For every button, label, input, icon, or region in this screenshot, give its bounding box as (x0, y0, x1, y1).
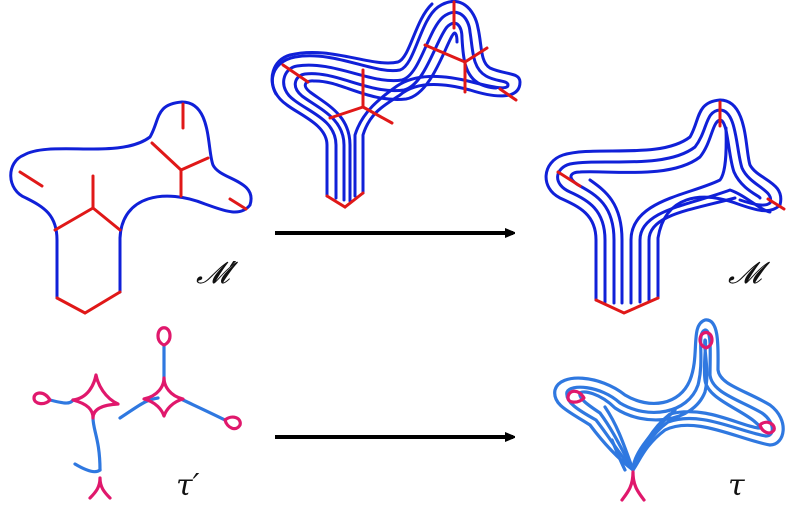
track-tau (553, 318, 785, 502)
surface-m-bottom-edge (594, 296, 660, 315)
surface-m-prime-boundary (9, 100, 253, 300)
tau-prime-switches (32, 326, 242, 500)
track-tau-prime (32, 326, 242, 500)
surface-m-stubs (556, 100, 786, 211)
cut-middle-strands (270, 0, 522, 203)
tau-switches (566, 330, 776, 502)
tau-prime-branches (48, 343, 227, 474)
tau-strands (553, 318, 785, 472)
surface-m-prime (9, 100, 253, 315)
cut-middle-bottom-edge (325, 191, 365, 209)
label-tau: τ (728, 468, 745, 503)
surface-m-prime-cut-arcs (18, 102, 248, 232)
cut-middle-arcs (281, 0, 518, 125)
surface-m-prime-bottom-edge (55, 290, 122, 315)
label-m-prime: 𝓜′ (196, 256, 239, 291)
surface-cut-middle (270, 0, 522, 209)
label-tau-prime: τ′ (176, 468, 200, 503)
label-m: 𝓜 (728, 256, 771, 291)
surface-m (544, 98, 786, 315)
